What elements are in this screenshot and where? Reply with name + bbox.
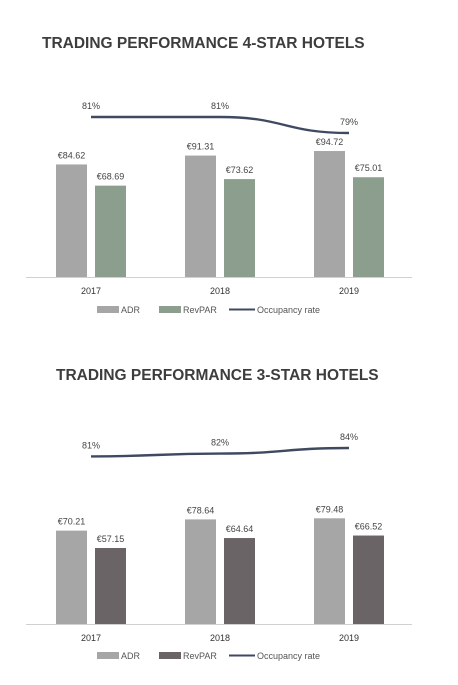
occupancy-data-label-2018: 81%: [211, 101, 229, 111]
legend-label-revpar: RevPAR: [183, 305, 217, 315]
revpar-bar-2018: [224, 538, 255, 624]
adr-data-label-2019: €79.48: [316, 504, 344, 514]
adr-data-label-2019: €94.72: [316, 137, 344, 147]
x-tick-label-2017: 2017: [81, 286, 101, 296]
occupancy-rate-line: [91, 115, 350, 135]
chart-3-star-hotels: TRADING PERFORMANCE 3-STAR HOTELS €70.21…: [26, 367, 412, 661]
revpar-bar-2017: [95, 185, 126, 277]
legend-swatch-adr: [97, 306, 119, 313]
revpar-bar-2019: [353, 535, 384, 624]
legend-swatch-adr: [97, 652, 119, 659]
occupancy-data-label-2017: 81%: [82, 101, 100, 111]
x-tick-label-2018: 2018: [210, 286, 230, 296]
x-tick-label-2019: 2019: [339, 633, 359, 643]
legend-label-adr: ADR: [121, 651, 141, 661]
revpar-data-label-2018: €73.62: [226, 165, 254, 175]
x-tick-label-2017: 2017: [81, 633, 101, 643]
adr-bar-2018: [185, 519, 216, 624]
legend-label-revpar: RevPAR: [183, 651, 217, 661]
x-tick-label-2018: 2018: [210, 633, 230, 643]
chart-4-star-hotels: TRADING PERFORMANCE 4-STAR HOTELS €84.62…: [26, 35, 412, 315]
revpar-data-label-2018: €64.64: [226, 524, 254, 534]
adr-bar-2017: [56, 164, 87, 277]
occupancy-data-label-2019: 79%: [340, 117, 358, 127]
adr-data-label-2018: €91.31: [187, 142, 215, 152]
revpar-data-label-2019: €66.52: [355, 522, 383, 532]
revpar-bar-2017: [95, 547, 126, 624]
adr-bar-2017: [56, 530, 87, 624]
legend-swatch-revpar: [159, 652, 181, 659]
revpar-data-label-2017: €57.15: [97, 534, 125, 544]
occupancy-data-label-2017: 81%: [82, 440, 100, 450]
x-tick-label-2019: 2019: [339, 286, 359, 296]
occupancy-data-label-2018: 82%: [211, 438, 229, 448]
chart-title: TRADING PERFORMANCE 4-STAR HOTELS: [42, 35, 365, 52]
occupancy-rate-line: [90, 446, 350, 458]
occupancy-data-label-2019: 84%: [340, 432, 358, 442]
chart-title: TRADING PERFORMANCE 3-STAR HOTELS: [56, 367, 379, 384]
adr-bar-2019: [314, 518, 345, 624]
adr-data-label-2017: €70.21: [58, 517, 86, 527]
adr-bar-2018: [185, 155, 216, 277]
revpar-data-label-2019: €75.01: [355, 163, 383, 173]
legend-label-adr: ADR: [121, 305, 141, 315]
adr-data-label-2018: €78.64: [187, 505, 215, 515]
revpar-data-label-2017: €68.69: [97, 172, 125, 182]
adr-data-label-2017: €84.62: [58, 150, 86, 160]
legend-label-occupancy: Occupancy rate: [257, 305, 320, 315]
legend-label-occupancy: Occupancy rate: [257, 651, 320, 661]
revpar-bar-2018: [224, 179, 255, 277]
adr-bar-2019: [314, 151, 345, 277]
revpar-bar-2019: [353, 177, 384, 277]
legend-swatch-revpar: [159, 306, 181, 313]
